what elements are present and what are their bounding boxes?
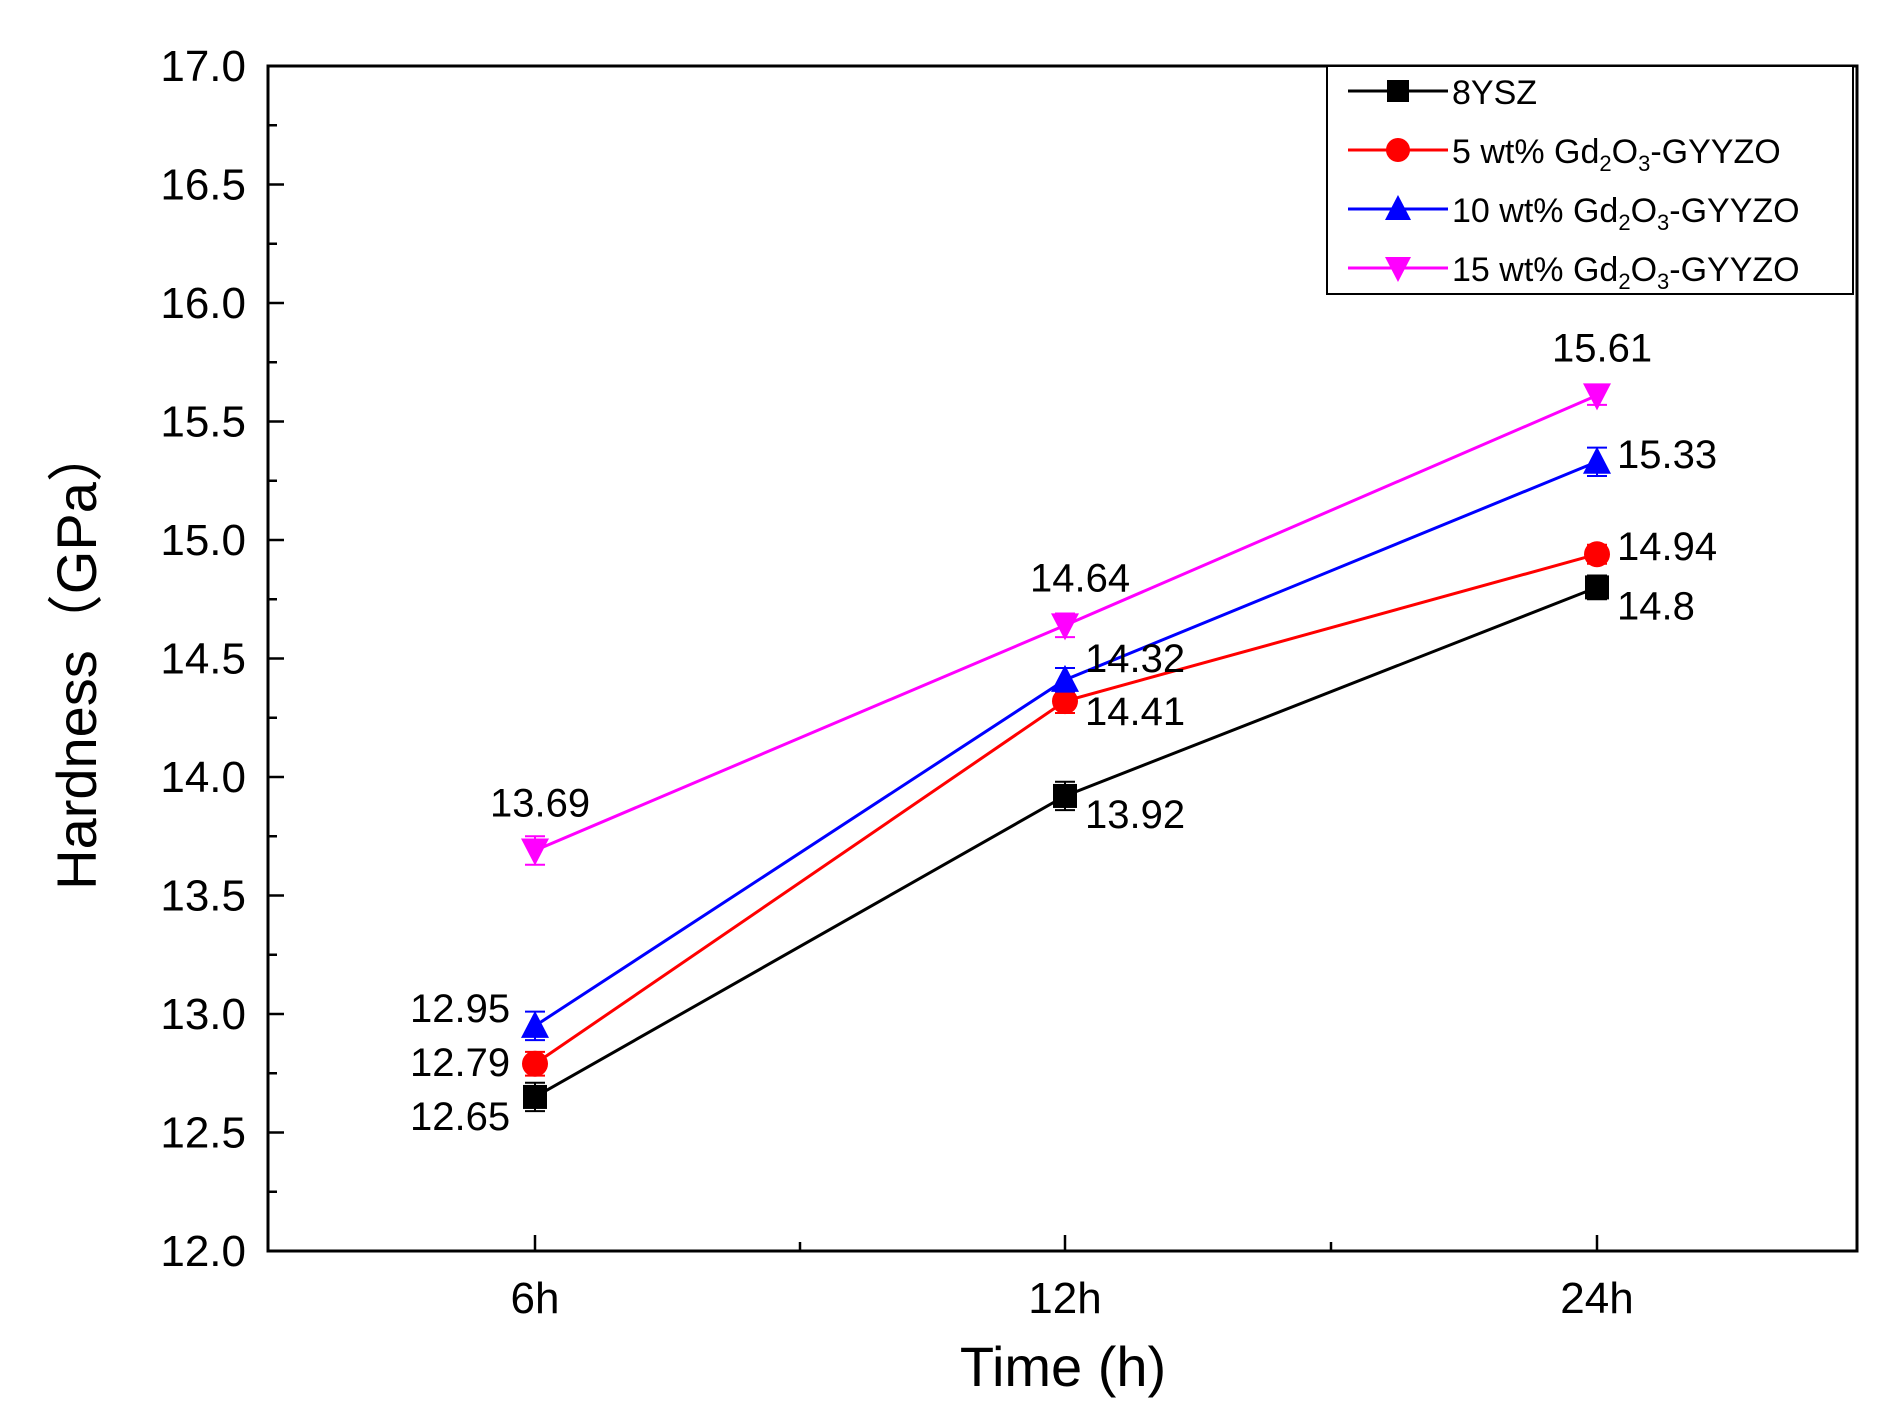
- legend-box: [1326, 65, 1854, 295]
- data-label: 14.64: [1030, 556, 1130, 600]
- data-label: 12.65: [410, 1095, 510, 1139]
- y-tick-label: 13.5: [160, 872, 246, 921]
- series-line: [534, 586, 1598, 1099]
- y-tick-label: 15.0: [160, 516, 246, 565]
- x-tick-label: 6h: [511, 1274, 560, 1323]
- data-point: [522, 1050, 548, 1077]
- y-tick-label: 16.5: [160, 161, 246, 210]
- data-label: 14.41: [1085, 690, 1185, 734]
- y-tick-label: 12.5: [160, 1109, 246, 1158]
- data-point: [1051, 613, 1079, 641]
- data-label: 13.92: [1085, 793, 1185, 837]
- series-1: [522, 541, 1610, 1077]
- data-point: [523, 1084, 547, 1109]
- legend-label: 8YSZ: [1452, 74, 1537, 112]
- legend-marker: [1385, 257, 1411, 282]
- legend-marker: [1386, 138, 1410, 162]
- series-layer: [521, 383, 1611, 1113]
- legend: 8YSZ 5 wt% Gd2O3-GYYZO 10 wt% Gd2O3-GYYZO 1…: [1326, 65, 1854, 295]
- data-label: 13.69: [490, 781, 590, 825]
- legend-label: 15 wt% Gd2O3-GYYZO: [1452, 251, 1800, 294]
- x-tick-label: 24h: [1560, 1274, 1633, 1323]
- y-axis-title: Hardness（GPa）: [45, 426, 108, 890]
- data-point: [1051, 664, 1079, 692]
- series-3: [521, 383, 1611, 866]
- y-tick-label: 14.5: [160, 635, 246, 684]
- axis-ticks: 12.0 12.5 13.0 13.5 14.0 14.5 15.0 15.5 16.0 16.5…: [160, 42, 1633, 1323]
- series-line: [534, 460, 1598, 1028]
- data-label: 15.33: [1617, 433, 1717, 477]
- legend-label: 10 wt% Gd2O3-GYYZO: [1452, 192, 1800, 235]
- data-point: [1585, 575, 1609, 600]
- data-labels: 12.65 13.92 14.8 12.79 14.41 14.94 12.95 14.32 1…: [410, 326, 1717, 1139]
- legend-marker: [1387, 80, 1409, 102]
- data-label: 14.32: [1085, 637, 1185, 681]
- data-point: [1053, 783, 1077, 808]
- data-point: [521, 1010, 549, 1038]
- data-point: [1583, 383, 1611, 411]
- y-tick-label: 14.0: [160, 753, 246, 802]
- data-label: 12.79: [410, 1041, 510, 1085]
- data-label: 14.8: [1617, 584, 1695, 628]
- x-tick-label: 12h: [1028, 1274, 1101, 1323]
- legend-label: 5 wt% Gd2O3-GYYZO: [1452, 133, 1781, 176]
- series-0: [523, 574, 1609, 1113]
- data-label: 15.61: [1552, 326, 1652, 370]
- y-tick-label: 12.0: [160, 1227, 246, 1276]
- data-point: [1584, 541, 1610, 568]
- x-axis-title: Time (h): [960, 1335, 1166, 1398]
- data-label: 12.95: [410, 987, 510, 1031]
- data-point: [1583, 446, 1611, 474]
- y-tick-label: 16.0: [160, 279, 246, 328]
- y-tick-label: 13.0: [160, 990, 246, 1039]
- data-label: 14.94: [1617, 525, 1717, 569]
- data-point: [1052, 688, 1078, 715]
- y-tick-label: 15.5: [160, 398, 246, 447]
- y-tick-label: 17.0: [160, 42, 246, 91]
- legend-marker: [1385, 195, 1411, 220]
- series-2: [521, 446, 1611, 1042]
- data-point: [521, 838, 549, 866]
